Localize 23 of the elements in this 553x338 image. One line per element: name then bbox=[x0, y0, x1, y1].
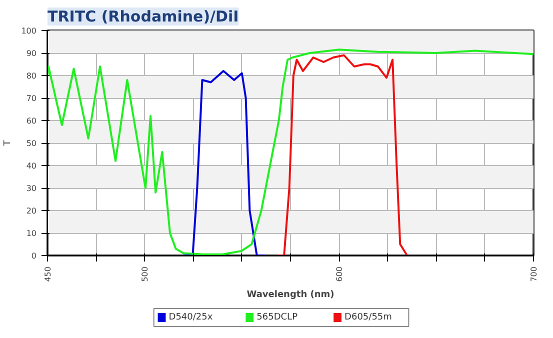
legend-label: 565DCLP bbox=[256, 312, 298, 322]
y-tick-label: 40 bbox=[26, 162, 37, 170]
y-tick-label: 100 bbox=[21, 26, 37, 36]
y-tick-label: 20 bbox=[26, 206, 37, 216]
x-tick-label: 700 bbox=[530, 266, 538, 282]
y-tick-label: 50 bbox=[26, 139, 37, 148]
y-tick-label: 70 bbox=[26, 94, 37, 103]
legend-label: D540/25x bbox=[168, 312, 214, 322]
legend-label: D605/55m bbox=[344, 312, 392, 322]
y-tick-label: 90 bbox=[26, 49, 37, 58]
x-tick-label: 600 bbox=[335, 266, 344, 282]
y-tick-label: 80 bbox=[26, 72, 37, 80]
x-tick-label: 450 bbox=[44, 266, 52, 282]
y-tick-label: 30 bbox=[26, 184, 37, 193]
y-axis-title: T bbox=[3, 140, 14, 147]
y-tick-label: 60 bbox=[26, 116, 37, 126]
line-series bbox=[182, 70, 266, 256]
x-axis-title: Wavelength (nm) bbox=[246, 290, 334, 300]
y-tick-label: 10 bbox=[26, 229, 37, 238]
y-tick-label: 0 bbox=[31, 252, 37, 260]
chart-title: TRITC (Rhodamine)/DiI bbox=[48, 8, 239, 26]
x-tick-label: 500 bbox=[140, 266, 150, 282]
line-series bbox=[276, 54, 408, 256]
